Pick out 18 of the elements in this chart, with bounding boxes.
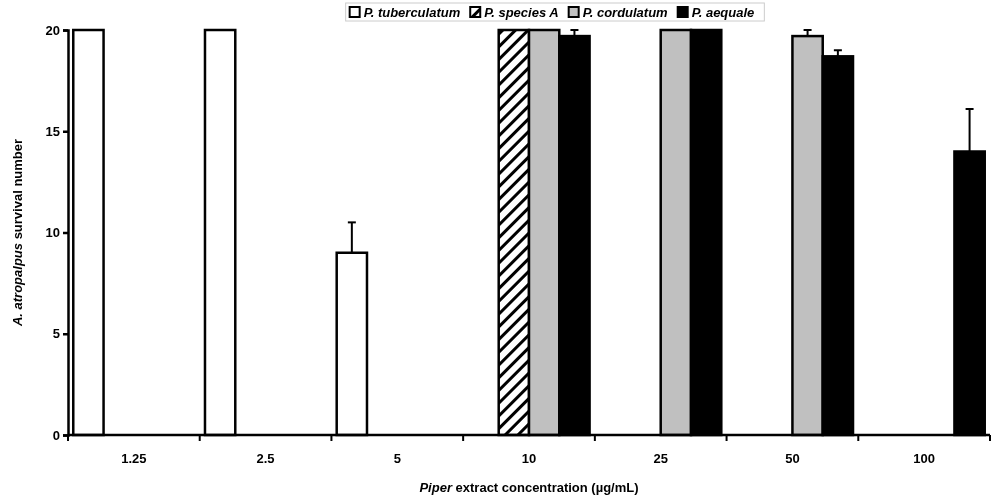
x-axis-title: Piper extract concentration (µg/mL) [419,480,639,495]
y-tick-label: 10 [45,225,60,241]
x-tick-label: 25 [653,451,668,466]
legend-label: P. species A [484,5,559,20]
legend-label: P. aequale [691,5,755,20]
legend-label: P. cordulatum [582,5,669,20]
y-tick-label: 5 [52,326,60,342]
legend-label: P. tuberculatum [363,5,461,20]
x-tick-label: 2.5 [256,451,275,466]
y-tick-label: 15 [45,123,60,139]
y-tick-label: 0 [52,427,60,443]
x-tick-label: 1.25 [121,451,147,466]
x-tick-label: 10 [521,451,537,466]
y-axis-title: A. atropalpus survival number [10,138,25,328]
y-tick-label: 20 [45,22,60,38]
x-tick-label: 100 [913,451,935,466]
x-tick-label: 50 [785,451,800,466]
x-tick-label: 5 [393,451,401,466]
